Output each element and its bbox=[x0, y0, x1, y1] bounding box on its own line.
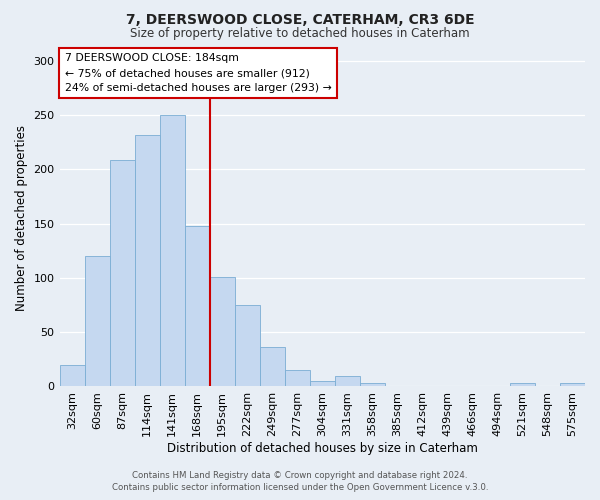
Y-axis label: Number of detached properties: Number of detached properties bbox=[15, 125, 28, 311]
Text: 7, DEERSWOOD CLOSE, CATERHAM, CR3 6DE: 7, DEERSWOOD CLOSE, CATERHAM, CR3 6DE bbox=[125, 12, 475, 26]
Bar bbox=[360, 383, 385, 386]
Bar bbox=[185, 226, 209, 386]
Bar bbox=[85, 256, 110, 386]
Bar bbox=[209, 277, 235, 386]
Bar bbox=[285, 370, 310, 386]
Text: 7 DEERSWOOD CLOSE: 184sqm
← 75% of detached houses are smaller (912)
24% of semi: 7 DEERSWOOD CLOSE: 184sqm ← 75% of detac… bbox=[65, 54, 332, 93]
Bar bbox=[310, 381, 335, 386]
Text: Size of property relative to detached houses in Caterham: Size of property relative to detached ho… bbox=[130, 28, 470, 40]
Bar bbox=[335, 376, 360, 386]
Bar bbox=[110, 160, 134, 386]
Bar bbox=[160, 115, 185, 386]
Bar bbox=[510, 383, 535, 386]
Bar bbox=[560, 383, 585, 386]
X-axis label: Distribution of detached houses by size in Caterham: Distribution of detached houses by size … bbox=[167, 442, 478, 455]
Bar bbox=[260, 348, 285, 387]
Bar bbox=[235, 305, 260, 386]
Text: Contains HM Land Registry data © Crown copyright and database right 2024.
Contai: Contains HM Land Registry data © Crown c… bbox=[112, 471, 488, 492]
Bar bbox=[59, 365, 85, 386]
Bar bbox=[134, 134, 160, 386]
